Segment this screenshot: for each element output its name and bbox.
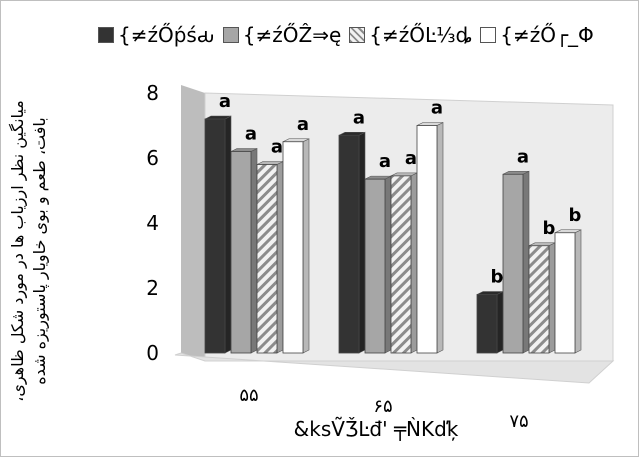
y-tick-label: 6 (146, 146, 159, 170)
bar (554, 232, 576, 354)
floor (174, 352, 615, 384)
bar-side (250, 148, 258, 354)
legend-label-3: {≠źŐĿ⅓ȡ (369, 23, 473, 47)
x-tick-label: ۷۵ (509, 411, 528, 432)
legend-swatch-4 (480, 27, 497, 43)
legend-label-1: {≠źŐṕśԃ (118, 23, 215, 47)
legend-item-2: {≠źŐẐ⇒ę (222, 23, 342, 47)
y-tick-label: 4 (146, 211, 159, 235)
legend-item-3: {≠źŐĿ⅓ȡ (349, 23, 472, 47)
bar (416, 125, 438, 354)
bar-side (384, 175, 392, 354)
bar-side (548, 242, 556, 354)
bars (204, 115, 582, 354)
bar (256, 164, 278, 354)
bar (502, 173, 524, 354)
bar-side (496, 291, 504, 354)
y-tick-label: 0 (146, 341, 159, 365)
x-axis-label: &ksṼǮĿđ' ╤ǸΚďķ (293, 417, 459, 441)
bar-data-label: a (405, 148, 417, 169)
bar (204, 118, 226, 354)
bar (282, 141, 304, 354)
legend-item-4: {≠źŐ┌_Φ (480, 23, 594, 47)
y-axis-ticks: 0 2 4 6 8 (146, 81, 159, 365)
bar-side (302, 138, 310, 354)
bar-data-label: a (271, 137, 283, 158)
bar (476, 294, 498, 354)
bar-data-label: a (379, 151, 391, 172)
bar-side (276, 161, 284, 354)
bar (528, 245, 550, 354)
bar-data-label: a (353, 107, 365, 128)
side-wall (181, 85, 205, 361)
legend-item-1: {≠źŐṕśԃ (98, 23, 215, 47)
y-tick-label: 2 (146, 276, 159, 300)
bar-side (224, 115, 232, 354)
bar-data-label: b (543, 218, 556, 239)
bar (364, 178, 386, 354)
legend-swatch-2 (222, 27, 239, 43)
bar-data-label: b (569, 205, 582, 226)
bar (390, 175, 412, 354)
bar-data-label: a (431, 98, 443, 119)
bar-data-label: a (517, 146, 529, 167)
legend-swatch-1 (98, 27, 114, 43)
bar (230, 151, 252, 354)
legend-label-4: {≠źŐ┌_Φ (500, 23, 594, 47)
x-tick-label: ۶۵ (373, 396, 392, 417)
legend-label-2: {≠źŐẐ⇒ę (242, 23, 342, 47)
bar-data-label: a (297, 114, 309, 135)
legend-swatch-3 (349, 27, 366, 43)
legend: {≠źŐṕśԃ {≠źŐẐ⇒ę {≠źŐĿ⅓ȡ {≠źŐ┌_Φ (98, 17, 634, 53)
y-axis-label-text: میانگین نظر ارزیاب ها در مورد شکل ظاهری،… (8, 100, 49, 402)
bar-side (358, 131, 366, 354)
bar (338, 134, 360, 354)
bar-side (574, 229, 582, 354)
bar-data-label: b (491, 267, 504, 288)
y-axis-label: میانگین نظر ارزیاب ها در مورد شکل ظاهری،… (1, 51, 57, 451)
bar-side (436, 122, 444, 354)
x-tick-label: ۵۵ (239, 385, 258, 406)
bar-side (410, 172, 418, 354)
x-axis-ticks: ۵۵ ۶۵ ۷۵ (239, 385, 528, 432)
bar-data-label: a (219, 91, 231, 112)
bar-side (522, 170, 530, 354)
bar-data-label: a (245, 124, 257, 145)
y-tick-label: 8 (146, 81, 159, 105)
